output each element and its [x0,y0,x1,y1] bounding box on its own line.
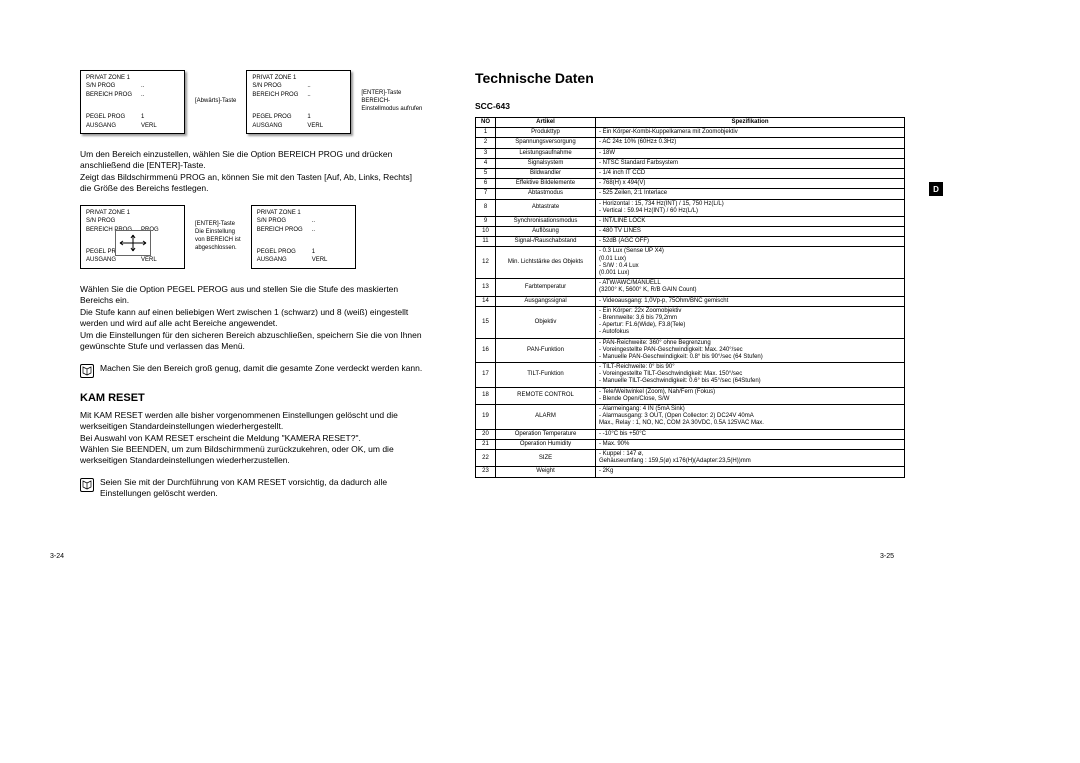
paragraph-1: Um den Bereich einzustellen, wählen Sie … [80,149,425,195]
table-row: 14Ausgangssignal- Videoausgang: 1,0Vp-p,… [476,296,905,306]
col-spec: Spezifikation [596,118,905,128]
table-row: 3Leistungsaufnahme- 18W [476,148,905,158]
caption-abwaerts: [Abwärts]-Taste [195,98,236,106]
table-row: 15Objektiv- Ein Körper: 22x Zoomobjektiv… [476,306,905,338]
table-row: 4Signalsystem- NTSC Standard Farbsystem [476,158,905,168]
table-row: 11Signal-/Rauschabstand- 52dB (AGC OFF) [476,237,905,247]
model-label: SCC-643 [475,101,905,111]
note-text-1: Machen Sie den Bereich groß genug, damit… [100,363,422,378]
main-heading: Technische Daten [475,70,905,86]
table-row: 9Synchronisationsmodus- INT/LINE LOCK [476,216,905,226]
table-row: 5Bildwandler- 1/4 inch IT CCD [476,168,905,178]
side-tab: D [929,182,943,196]
caption-enter: [ENTER]-TasteBEREICH-Einstellmodus aufru… [361,90,422,113]
paragraph-2: Wählen Sie die Option PEGEL PEROG aus un… [80,284,425,353]
menu-pair-top: PRIVAT ZONE 1S/N PROG..BEREICH PROG..PEG… [80,70,425,134]
spec-table: NO Artikel Spezifikation 1Produkttyp- Ei… [475,117,905,478]
kam-reset-heading: KAM RESET [80,392,425,404]
note-text-2: Seien Sie mit der Durchführung von KAM R… [100,477,425,500]
table-row: 21Operation Humidity- Max. 90% [476,439,905,449]
table-row: 19ALARM- Alarmeingang: 4 IN (5mA Sink)- … [476,405,905,430]
table-row: 23Weight- 2Kg [476,467,905,477]
table-row: 13Farbtemperatur- ATW/AWC/MANUELL (3200°… [476,279,905,296]
menu-pair-mid: PRIVAT ZONE 1S/N PROGBEREICH PROGPROGPEG… [80,205,425,269]
left-page: PRIVAT ZONE 1S/N PROG..BEREICH PROG..PEG… [80,70,425,763]
table-row: 16PAN-Funktion- PAN-Reichweite: 360° ohn… [476,338,905,363]
menu-box-1: PRIVAT ZONE 1S/N PROG..BEREICH PROG..PEG… [80,70,185,134]
table-row: 7Abtastmodus- 525 Zeilen, 2:1 Interlace [476,189,905,199]
note-1: Machen Sie den Bereich groß genug, damit… [80,363,425,378]
table-row: 22SIZE- Kuppel : 147 ø, Gehäuseumfang : … [476,449,905,466]
menu-box-2: PRIVAT ZONE 1S/N PROG..BEREICH PROG..PEG… [246,70,351,134]
table-row: 8Abtastrate- Horizontal : 15, 734 Hz(INT… [476,199,905,216]
menu-box-4: PRIVAT ZONE 1S/N PROG..BEREICH PROG..PEG… [251,205,356,269]
table-row: 6Effektive Bildelemente- 768(H) x 494(V) [476,179,905,189]
table-row: 20Operation Temperature- -10°C bis +50°C [476,429,905,439]
direction-icon [115,230,151,256]
kam-paragraph: Mit KAM RESET werden alle bisher vorgeno… [80,410,425,467]
table-row: 17TILT-Funktion- TILT-Reichweite: 0° bis… [476,363,905,388]
note-icon [80,364,94,378]
table-row: 12Min. Lichtstärke des Objekts- 0.3 Lux … [476,247,905,279]
note-icon [80,478,94,492]
page-number-right: 3-25 [880,553,894,560]
page-number-left: 3-24 [50,553,64,560]
note-2: Seien Sie mit der Durchführung von KAM R… [80,477,425,500]
col-artikel: Artikel [496,118,596,128]
table-row: 10Auflösung- 480 TV LINES [476,227,905,237]
table-row: 1Produkttyp- Ein Körper-Kombi-Kuppelkame… [476,128,905,138]
right-page: Technische Daten SCC-643 NO Artikel Spez… [475,70,905,763]
table-row: 2Spannungsversorgung- AC 24± 10% (60Hz± … [476,138,905,148]
table-row: 18REMOTE CONTROL- Tele/Weitwinkel (Zoom)… [476,387,905,404]
caption-enter-done: [ENTER]-TasteDie Einstellungvon BEREICH … [195,221,241,252]
col-no: NO [476,118,496,128]
